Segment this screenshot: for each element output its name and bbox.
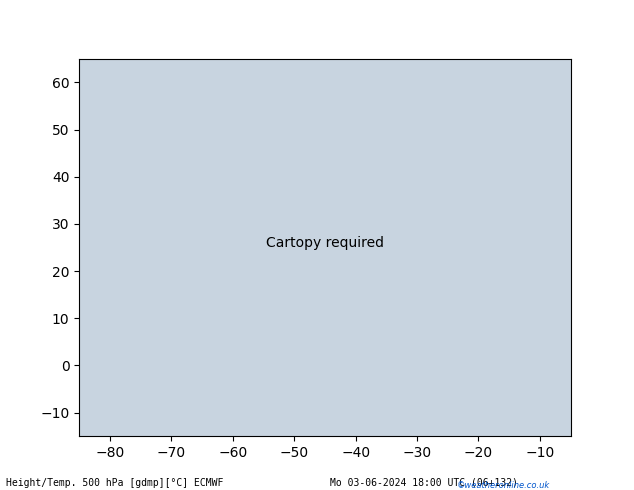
Text: Height/Temp. 500 hPa [gdmp][°C] ECMWF: Height/Temp. 500 hPa [gdmp][°C] ECMWF xyxy=(6,478,224,488)
Text: Cartopy required: Cartopy required xyxy=(266,237,384,250)
Text: ©weatheronline.co.uk: ©weatheronline.co.uk xyxy=(456,481,550,490)
Text: Mo 03-06-2024 18:00 UTC (06+132): Mo 03-06-2024 18:00 UTC (06+132) xyxy=(330,478,518,488)
